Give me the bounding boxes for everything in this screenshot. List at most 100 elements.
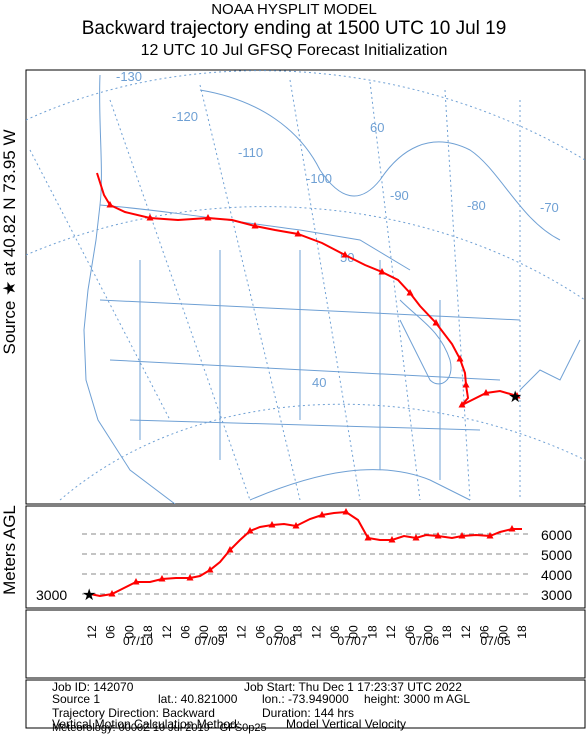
trajectory-marker: [378, 268, 386, 275]
trajectory-marker: [106, 201, 114, 208]
hour-label: 06: [253, 625, 267, 639]
date-label: 07/09: [194, 634, 224, 648]
model-title: NOAA HYSPLIT MODEL: [211, 1, 377, 18]
hour-label: 12: [309, 625, 323, 639]
height-profile-marker: [186, 574, 194, 581]
vertical-motion-value: Model Vertical Velocity: [286, 717, 407, 731]
height-profile-marker: [458, 532, 466, 539]
vertical-motion-method: Vertical Motion Calculation Method:: [52, 717, 241, 731]
hour-label: 00: [272, 625, 286, 639]
height-profile-marker: [342, 508, 350, 515]
map-frame: [25, 69, 586, 505]
hour-label: 18: [216, 625, 230, 639]
trajectory-markers-map: [106, 201, 521, 408]
gulf-coast: [249, 469, 471, 501]
height-tick-label: 3000: [36, 587, 67, 603]
lon-label: -100: [306, 171, 332, 186]
job-start: Job Start: Thu Dec 1 17:23:37 UTC 2022: [244, 680, 462, 694]
hour-label: 06: [178, 625, 192, 639]
base-map: [26, 70, 585, 504]
height-profile-marker: [318, 511, 326, 518]
source-lon: lon.: -73.949000: [262, 692, 349, 706]
trajectory-marker: [146, 214, 154, 221]
trajectory-marker: [204, 214, 212, 221]
hour-label: 12: [384, 625, 398, 639]
date-label: 07/08: [266, 634, 296, 648]
height-profile-marker: [206, 566, 214, 573]
great-lakes: [399, 299, 452, 385]
height-profile-marker: [268, 521, 276, 528]
height-profile-marker: [108, 590, 116, 597]
height-profile-markers: [108, 508, 516, 597]
hour-label: 18: [515, 625, 529, 639]
pacific-coast: [83, 74, 176, 504]
hour-label: 00: [197, 625, 211, 639]
trajectory-duration: Duration: 144 hrs: [262, 706, 355, 720]
source-lat: lat.: 40.821000: [158, 692, 238, 706]
info-frame: [25, 679, 586, 729]
date-label: 07/07: [337, 634, 367, 648]
lon-label: -110: [238, 145, 263, 160]
trajectory-marker: [406, 289, 414, 296]
date-labels: 07/10 07/09 07/08 07/07 07/06 07/05: [123, 634, 511, 648]
lon-label: -70: [540, 200, 559, 215]
northeast-coast: [519, 339, 581, 391]
date-label: 07/05: [480, 634, 510, 648]
height-tick-label: 4000: [541, 567, 572, 583]
hour-label: 12: [85, 625, 99, 639]
hour-label: 06: [104, 625, 118, 639]
time-axis-frame: [25, 609, 586, 679]
height-profile-marker: [158, 575, 166, 582]
hour-label: 06: [403, 625, 417, 639]
source-height: height: 3000 m AGL: [364, 692, 471, 706]
trajectory-marker: [251, 222, 259, 229]
graticule: [26, 70, 585, 501]
forecast-subtitle: 12 UTC 10 Jul GFSQ Forecast Initializati…: [140, 42, 448, 59]
height-profile-marker: [388, 536, 396, 543]
hour-label: 00: [122, 625, 136, 639]
source-star-height: ★: [82, 587, 96, 604]
hour-label: 18: [440, 625, 454, 639]
hour-label: 06: [328, 625, 342, 639]
state-lines: [139, 250, 441, 480]
us-canada-border: [99, 204, 411, 271]
trajectory-marker: [432, 319, 440, 326]
height-tick-label: 6000: [541, 527, 572, 543]
height-panel-frame: [25, 505, 586, 609]
source-star-map: ★: [508, 389, 522, 406]
lon-label: -90: [390, 188, 409, 203]
height-profile-marker: [132, 578, 140, 585]
hour-label: 12: [459, 625, 473, 639]
trajectory-marker: [294, 230, 302, 237]
height-gridlines: [82, 533, 530, 595]
trajectory-marker: [458, 401, 466, 408]
hour-label: 12: [235, 625, 249, 639]
lon-label: -120: [172, 109, 198, 124]
hour-label: 06: [478, 625, 492, 639]
meteorology: Meteorology: 0000Z 10 Jul 2019 - GFS0p25: [52, 722, 267, 734]
height-profile-marker: [486, 532, 494, 539]
hour-label: 00: [422, 625, 436, 639]
height-profile-marker: [246, 527, 254, 534]
hour-label: 00: [496, 625, 510, 639]
height-tick-label: 5000: [541, 547, 572, 563]
height-tick-label: 3000: [541, 587, 572, 603]
height-profile-marker: [292, 522, 300, 529]
trajectory-height-profile: [89, 510, 522, 598]
height-profile-marker: [508, 525, 516, 532]
trajectory-marker: [456, 355, 464, 362]
hour-label: 18: [291, 625, 305, 639]
canada-coast: [199, 89, 561, 241]
trajectory-marker: [482, 389, 490, 396]
date-label: 07/10: [123, 634, 153, 648]
trajectory-marker: [341, 251, 349, 258]
hour-label: 18: [141, 625, 155, 639]
height-profile-marker: [412, 534, 420, 541]
hour-label: 12: [160, 625, 174, 639]
hour-label: 00: [347, 625, 361, 639]
map-labels: -130 -120 -110 -100 -90 -80 -70 60 50 40: [116, 69, 559, 390]
height-profile-marker: [434, 532, 442, 539]
height-profile-marker: [364, 534, 372, 541]
lat-label: 40: [312, 375, 326, 390]
